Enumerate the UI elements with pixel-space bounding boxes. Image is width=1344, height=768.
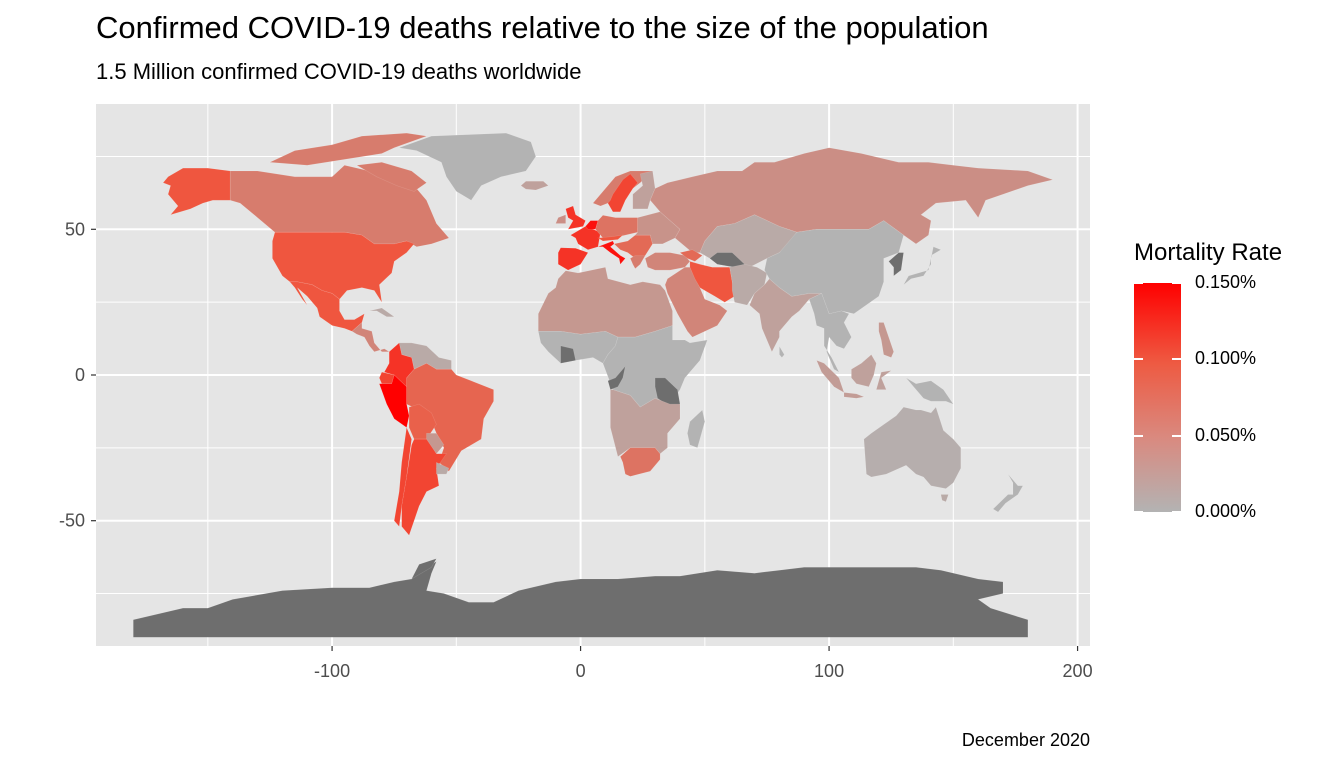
chart-caption: December 2020 [961, 730, 1090, 750]
region-switzerland-austria [597, 234, 624, 242]
region-japan [903, 246, 942, 285]
x-tick-label: 200 [1063, 661, 1093, 681]
region-south-africa [619, 447, 661, 477]
region-antarctica [133, 560, 1029, 638]
region-cuba [369, 307, 396, 318]
chart-subtitle: 1.5 Million confirmed COVID-19 deaths wo… [96, 59, 582, 84]
region-iran [689, 261, 735, 303]
region-new-zealand [992, 473, 1024, 513]
region-chile [393, 426, 412, 528]
region-spain-portugal [557, 247, 589, 271]
region-sulawesi [875, 370, 892, 390]
region-sweden [607, 173, 639, 213]
region-greece [629, 255, 646, 270]
y-tick-label: 0 [75, 365, 85, 385]
region-finland-baltics [632, 170, 656, 210]
x-tick-label: -100 [314, 661, 350, 681]
region-greenland [398, 132, 537, 201]
legend-break-label: 0.150% [1195, 272, 1257, 292]
y-tick-label: -50 [59, 511, 85, 531]
region-china-mongolia [764, 220, 904, 315]
region-caucasus [679, 249, 703, 262]
y-tick-label: 50 [65, 219, 85, 239]
region-java [843, 392, 865, 399]
region-liberia-ivory-coast [560, 345, 576, 364]
region-korea [888, 252, 904, 277]
region-ireland [555, 214, 567, 224]
legend-title: Mortality Rate [1134, 239, 1283, 266]
region-philippines [878, 322, 895, 358]
region-new-guinea [905, 377, 955, 405]
x-tick-label: 100 [814, 661, 844, 681]
region-southern-africa [610, 389, 681, 458]
region-baffin-island [355, 161, 428, 192]
region-australia [863, 406, 962, 489]
axes: -100 0 100 200 -50 0 50 [59, 219, 1093, 681]
region-united-kingdom [565, 205, 586, 230]
region-turkey [644, 252, 691, 271]
region-canadian-arctic [268, 132, 427, 166]
region-balkans [613, 234, 653, 259]
region-southeast-asia [808, 292, 852, 373]
legend-break-label: 0.050% [1195, 424, 1257, 445]
region-italy [597, 240, 626, 265]
region-bolivia [408, 403, 437, 440]
legend-break-label: 0.100% [1195, 348, 1257, 369]
region-alaska [162, 167, 231, 216]
region-iceland [520, 180, 549, 191]
region-sri-lanka [779, 345, 785, 358]
x-tick-label: 0 [576, 661, 586, 681]
region-madagascar [687, 409, 706, 449]
region-antarctic-peninsula [410, 558, 438, 580]
region-peru [378, 374, 410, 429]
region-central-africa [602, 325, 708, 408]
country-regions [133, 132, 1054, 638]
chart-title: Confirmed COVID-19 deaths relative to th… [96, 10, 989, 45]
legend-break-label: 0.000% [1195, 501, 1257, 521]
region-tasmania [940, 494, 949, 503]
region-uruguay [436, 461, 450, 475]
region-indonesia-borneo [851, 354, 877, 388]
region-north-africa [537, 266, 673, 338]
region-argentina [401, 438, 447, 536]
legend-colorbar [1134, 283, 1181, 512]
